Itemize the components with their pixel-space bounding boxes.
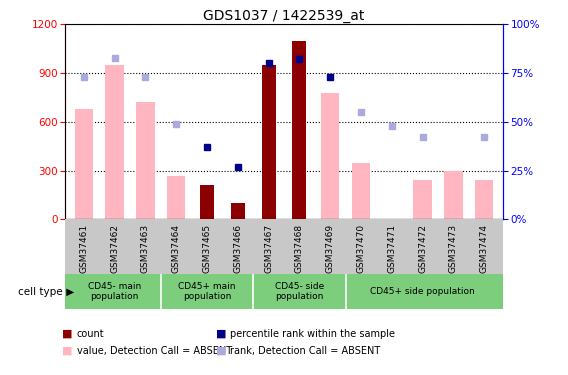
Text: GSM37466: GSM37466 <box>233 224 243 273</box>
Bar <box>231 203 245 219</box>
Bar <box>444 171 463 219</box>
Text: GSM37464: GSM37464 <box>172 224 181 273</box>
Text: GSM37465: GSM37465 <box>203 224 211 273</box>
Text: GDS1037 / 1422539_at: GDS1037 / 1422539_at <box>203 9 365 23</box>
Bar <box>200 185 214 219</box>
Bar <box>105 65 124 219</box>
Bar <box>352 162 370 219</box>
Bar <box>136 102 154 219</box>
Text: value, Detection Call = ABSENT: value, Detection Call = ABSENT <box>77 346 232 355</box>
Text: GSM37469: GSM37469 <box>325 224 335 273</box>
Text: GSM37474: GSM37474 <box>480 224 488 273</box>
Bar <box>414 180 432 219</box>
Text: ■: ■ <box>216 346 226 355</box>
Text: GSM37472: GSM37472 <box>418 224 427 273</box>
Text: GSM37467: GSM37467 <box>264 224 273 273</box>
Text: GSM37463: GSM37463 <box>141 224 150 273</box>
Text: ■: ■ <box>62 329 73 339</box>
Text: GSM37462: GSM37462 <box>110 224 119 273</box>
Text: GSM37470: GSM37470 <box>357 224 365 273</box>
Bar <box>167 176 185 219</box>
Text: GSM37473: GSM37473 <box>449 224 458 273</box>
Text: ■: ■ <box>62 346 73 355</box>
Text: GSM37468: GSM37468 <box>295 224 304 273</box>
Text: cell type: cell type <box>18 286 62 297</box>
Text: GSM37461: GSM37461 <box>80 224 88 273</box>
Text: rank, Detection Call = ABSENT: rank, Detection Call = ABSENT <box>230 346 381 355</box>
Text: percentile rank within the sample: percentile rank within the sample <box>230 329 395 339</box>
Text: ■: ■ <box>216 329 226 339</box>
Bar <box>475 180 494 219</box>
Text: count: count <box>77 329 105 339</box>
Text: GSM37471: GSM37471 <box>387 224 396 273</box>
Bar <box>293 40 306 219</box>
Text: CD45+ main
population: CD45+ main population <box>178 282 236 301</box>
Text: CD45- side
population: CD45- side population <box>275 282 324 301</box>
Bar <box>321 93 340 219</box>
Bar <box>74 109 93 219</box>
Bar <box>262 65 275 219</box>
Text: ▶: ▶ <box>63 286 74 297</box>
Text: CD45- main
population: CD45- main population <box>88 282 141 301</box>
Text: CD45+ side population: CD45+ side population <box>370 287 475 296</box>
